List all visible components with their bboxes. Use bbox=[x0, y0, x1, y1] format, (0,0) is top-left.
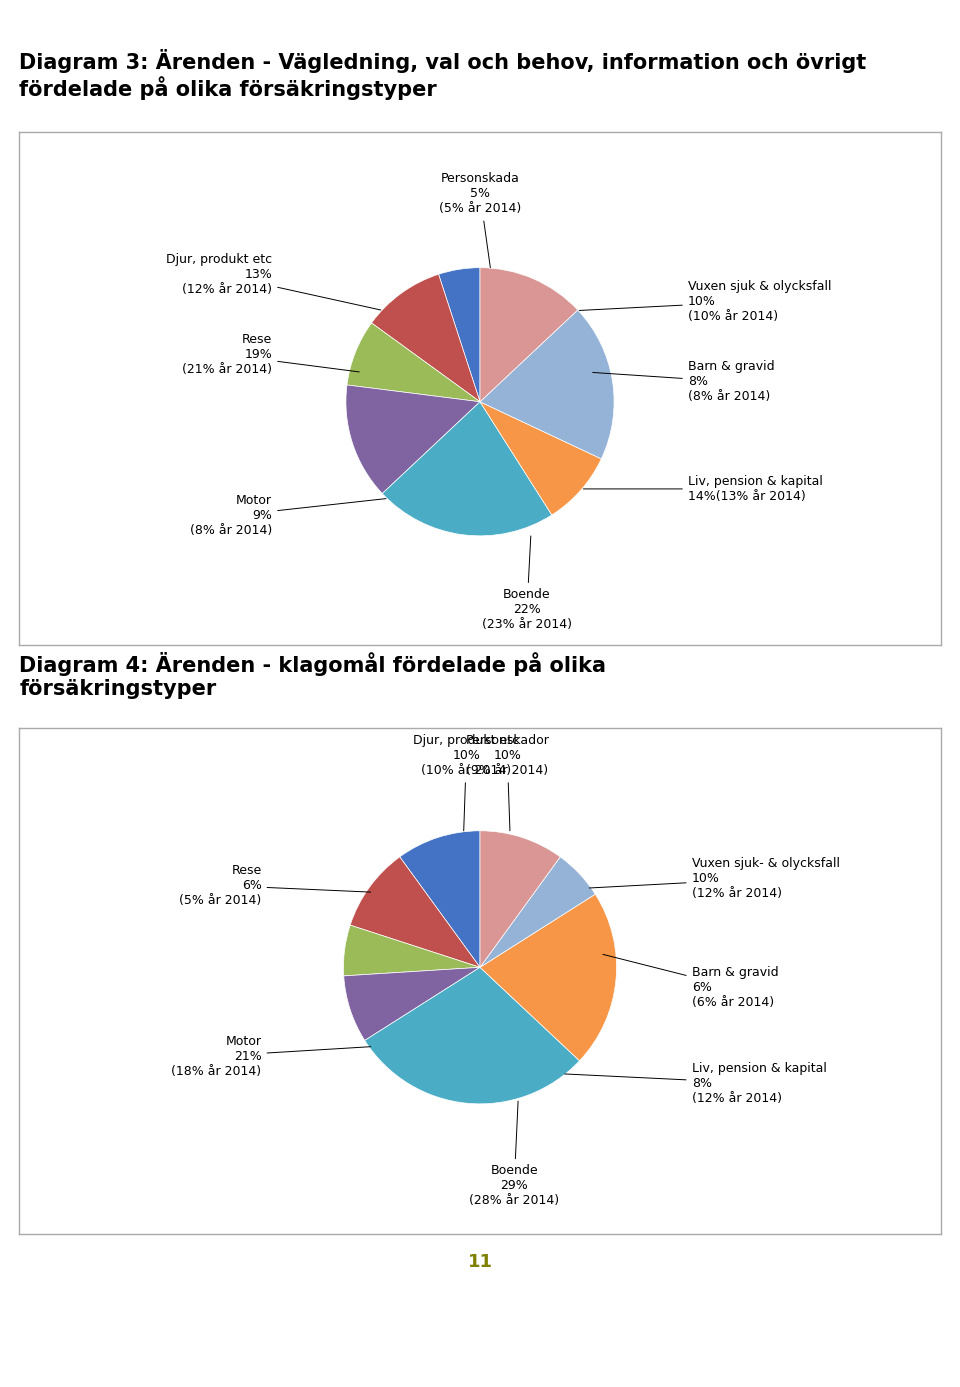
Wedge shape bbox=[399, 831, 480, 967]
Wedge shape bbox=[480, 895, 616, 1061]
Text: Rese
19%
(21% år 2014): Rese 19% (21% år 2014) bbox=[182, 333, 359, 376]
Text: Vuxen sjuk- & olycksfall
10%
(12% år 2014): Vuxen sjuk- & olycksfall 10% (12% år 201… bbox=[589, 857, 840, 900]
Text: Liv, pension & kapital
8%
(12% år 2014): Liv, pension & kapital 8% (12% år 2014) bbox=[564, 1062, 827, 1105]
Text: Rese
6%
(5% år 2014): Rese 6% (5% år 2014) bbox=[180, 864, 371, 907]
Wedge shape bbox=[365, 967, 580, 1104]
Wedge shape bbox=[480, 402, 601, 515]
Text: Vuxen sjuk & olycksfall
10%
(10% år 2014): Vuxen sjuk & olycksfall 10% (10% år 2014… bbox=[579, 280, 831, 323]
Text: Motor
9%
(8% år 2014): Motor 9% (8% år 2014) bbox=[190, 494, 386, 537]
Wedge shape bbox=[372, 275, 480, 402]
Wedge shape bbox=[344, 925, 480, 976]
Wedge shape bbox=[480, 831, 561, 967]
Wedge shape bbox=[439, 268, 480, 402]
Wedge shape bbox=[350, 857, 480, 967]
Wedge shape bbox=[480, 309, 614, 459]
Text: 11: 11 bbox=[468, 1254, 492, 1270]
Text: Boende
29%
(28% år 2014): Boende 29% (28% år 2014) bbox=[469, 1101, 559, 1207]
Text: Diagram 3: Ärenden - Vägledning, val och behov, information och övrigt
fördelade: Diagram 3: Ärenden - Vägledning, val och… bbox=[19, 49, 867, 100]
Wedge shape bbox=[344, 967, 480, 1040]
Wedge shape bbox=[480, 857, 595, 967]
Wedge shape bbox=[347, 323, 480, 402]
Wedge shape bbox=[480, 268, 578, 402]
Text: Barn & gravid
8%
(8% år 2014): Barn & gravid 8% (8% år 2014) bbox=[592, 361, 775, 404]
Wedge shape bbox=[382, 402, 552, 535]
Text: Djur, produkt etc
10%
(10% år 2014): Djur, produkt etc 10% (10% år 2014) bbox=[414, 734, 519, 831]
Text: Boende
22%
(23% år 2014): Boende 22% (23% år 2014) bbox=[482, 535, 572, 631]
Text: Liv, pension & kapital
14%(13% år 2014): Liv, pension & kapital 14%(13% år 2014) bbox=[584, 474, 823, 503]
Text: Djur, produkt etc
13%
(12% år 2014): Djur, produkt etc 13% (12% år 2014) bbox=[166, 252, 381, 311]
Text: Diagram 4: Ärenden - klagomål fördelade på olika
försäkringstyper: Diagram 4: Ärenden - klagomål fördelade … bbox=[19, 652, 606, 699]
Wedge shape bbox=[346, 386, 480, 494]
Text: Personskador
10%
(9% år 2014): Personskador 10% (9% år 2014) bbox=[466, 734, 549, 831]
Text: Barn & gravid
6%
(6% år 2014): Barn & gravid 6% (6% år 2014) bbox=[603, 954, 779, 1010]
Text: Motor
21%
(18% år 2014): Motor 21% (18% år 2014) bbox=[172, 1035, 371, 1078]
Text: Personskada
5%
(5% år 2014): Personskada 5% (5% år 2014) bbox=[439, 172, 521, 268]
